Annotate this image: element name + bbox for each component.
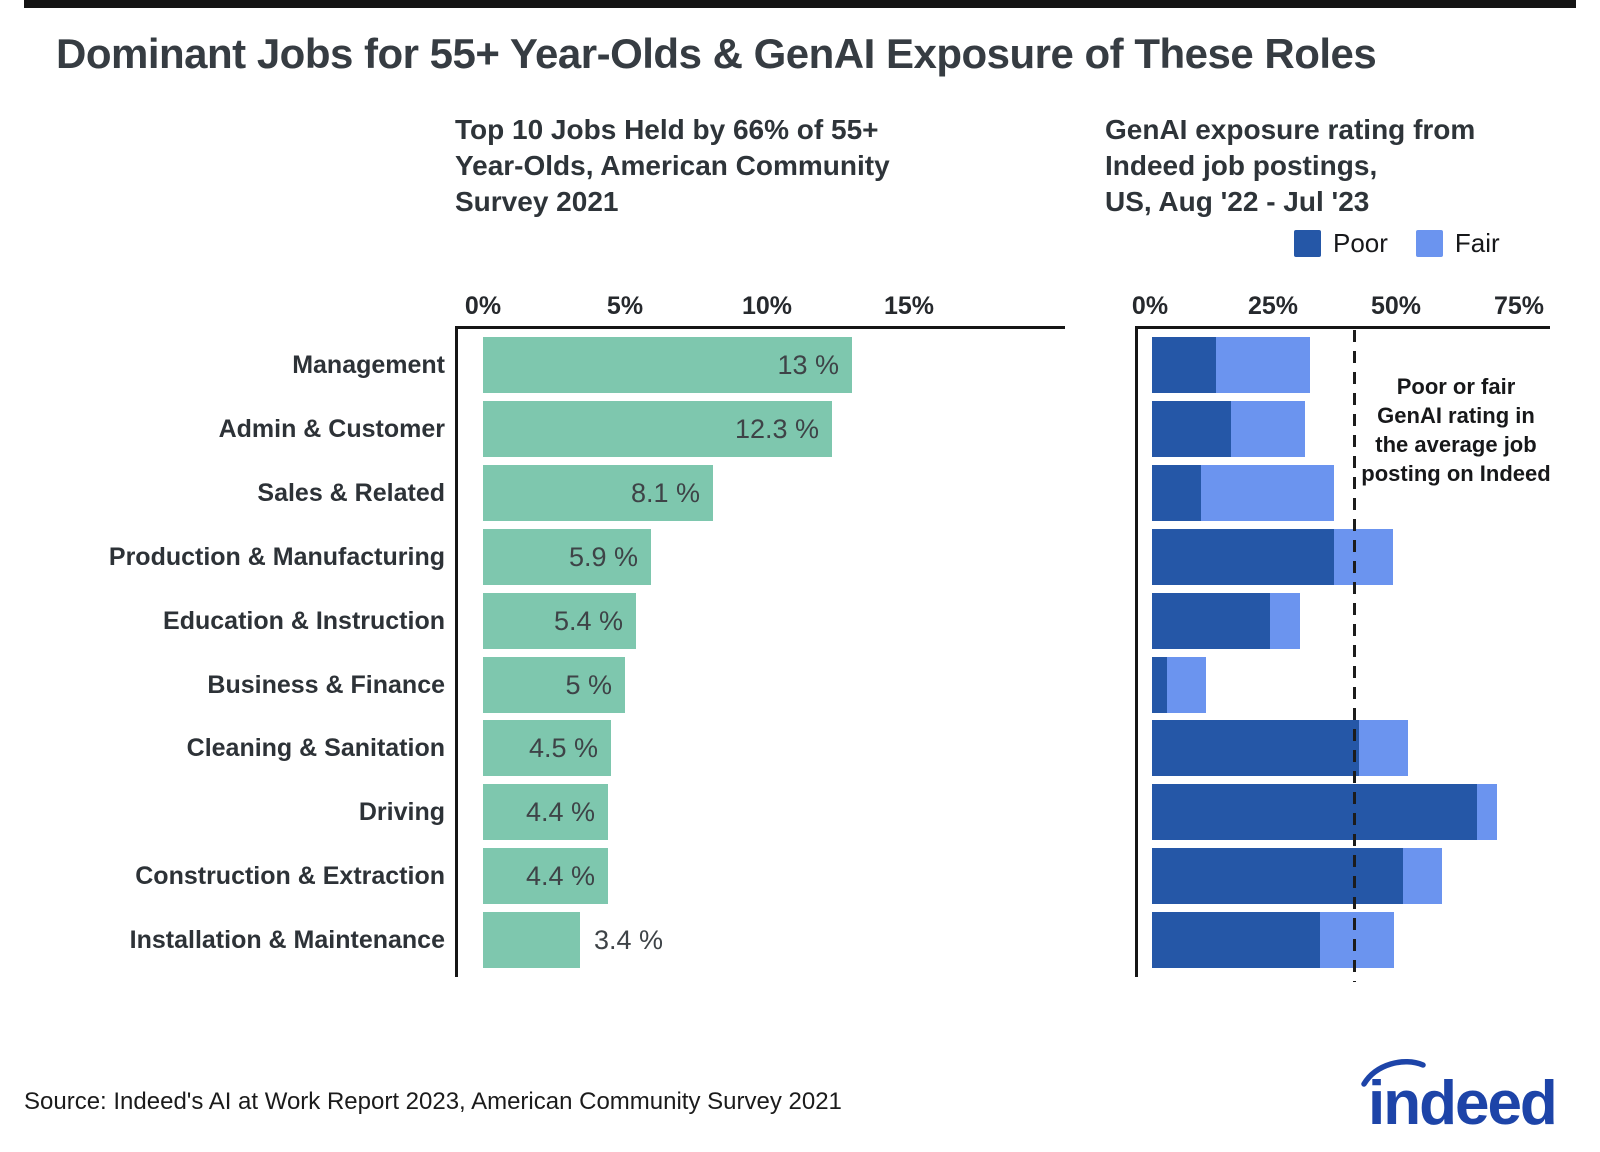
fair-segment-9 bbox=[1320, 912, 1394, 968]
left-bar-0 bbox=[483, 337, 852, 393]
poor-segment-7 bbox=[1152, 784, 1477, 840]
value-label: 4.4 % bbox=[525, 797, 595, 827]
left-bar-2 bbox=[483, 465, 713, 521]
poor-segment-0 bbox=[1152, 337, 1216, 393]
left-x-tick-label: 15% bbox=[883, 292, 935, 320]
value-label: 12.3 % bbox=[734, 414, 819, 444]
category-label: Business & Finance bbox=[207, 671, 445, 699]
fair-segment-4 bbox=[1270, 593, 1300, 649]
category-label: Driving bbox=[358, 798, 445, 826]
right-x-tick-label: 50% bbox=[1370, 292, 1422, 320]
logo-wordmark: indeed bbox=[1368, 1069, 1556, 1136]
fair-segment-7 bbox=[1477, 784, 1497, 840]
poor-segment-3 bbox=[1152, 529, 1334, 585]
left-bar-5 bbox=[483, 657, 625, 713]
source-note: Source: Indeed's AI at Work Report 2023,… bbox=[24, 1088, 842, 1115]
category-label: Construction & Extraction bbox=[135, 862, 445, 890]
page-title: Dominant Jobs for 55+ Year-Olds & GenAI … bbox=[56, 30, 1377, 77]
poor-segment-2 bbox=[1152, 465, 1201, 521]
left-x-tick-label: 0% bbox=[464, 292, 502, 320]
left-x-tick-label: 10% bbox=[741, 292, 793, 320]
fair-segment-0 bbox=[1216, 337, 1310, 393]
right-x-tick-label: 0% bbox=[1131, 292, 1169, 320]
fair-segment-6 bbox=[1359, 720, 1408, 776]
category-label: Education & Instruction bbox=[163, 607, 445, 635]
legend-swatch-poor bbox=[1294, 230, 1321, 257]
fair-segment-2 bbox=[1201, 465, 1334, 521]
poor-segment-5 bbox=[1152, 657, 1167, 713]
value-label: 8.1 % bbox=[630, 478, 700, 508]
left-bar-7 bbox=[483, 784, 608, 840]
reference-dashed-line bbox=[1353, 330, 1356, 982]
logo-swoosh-icon bbox=[1361, 1059, 1426, 1087]
fair-segment-8 bbox=[1403, 848, 1442, 904]
legend-swatch-fair bbox=[1415, 230, 1443, 257]
left-bar-3 bbox=[483, 529, 651, 585]
left-bar-6 bbox=[483, 720, 611, 776]
legend-label-fair: Fair bbox=[1454, 228, 1500, 258]
right-x-tick-label: 75% bbox=[1493, 292, 1545, 320]
right-x-tick-label: 25% bbox=[1247, 292, 1299, 320]
poor-segment-8 bbox=[1152, 848, 1403, 904]
left-bar-9 bbox=[483, 912, 580, 968]
left-bar-8 bbox=[483, 848, 608, 904]
left-chart-y-axis bbox=[455, 326, 458, 977]
category-label: Production & Manufacturing bbox=[108, 543, 445, 571]
legend: Poor Fair bbox=[1294, 228, 1500, 259]
value-label: 4.4 % bbox=[525, 861, 595, 891]
fair-segment-1 bbox=[1231, 401, 1305, 457]
value-label: 4.5 % bbox=[528, 733, 598, 763]
category-label: Installation & Maintenance bbox=[129, 926, 445, 954]
poor-segment-4 bbox=[1152, 593, 1270, 649]
value-label: 5.9 % bbox=[568, 542, 638, 572]
right-chart-x-axis bbox=[1135, 326, 1550, 329]
poor-segment-1 bbox=[1152, 401, 1231, 457]
category-label: Sales & Related bbox=[257, 479, 445, 507]
right-chart-title: GenAI exposure rating from Indeed job po… bbox=[1105, 114, 1476, 217]
value-label: 13 % bbox=[777, 350, 839, 380]
category-label: Admin & Customer bbox=[218, 415, 445, 443]
poor-segment-9 bbox=[1152, 912, 1320, 968]
fair-segment-5 bbox=[1167, 657, 1206, 713]
category-label: Cleaning & Sanitation bbox=[186, 734, 445, 762]
reference-line-annotation: Poor or fair GenAI rating in the average… bbox=[1361, 374, 1551, 486]
top-border-rule bbox=[24, 0, 1576, 8]
value-label: 5 % bbox=[565, 670, 612, 700]
left-bar-4 bbox=[483, 593, 636, 649]
legend-label-poor: Poor bbox=[1333, 228, 1388, 258]
poor-segment-6 bbox=[1152, 720, 1359, 776]
right-chart-y-axis bbox=[1135, 326, 1138, 977]
left-chart-x-axis bbox=[455, 326, 1065, 329]
value-label: 5.4 % bbox=[553, 606, 623, 636]
fair-segment-3 bbox=[1334, 529, 1393, 585]
category-label: Management bbox=[292, 351, 445, 379]
left-chart-title: Top 10 Jobs Held by 66% of 55+ Year-Olds… bbox=[455, 114, 890, 217]
indeed-logo: indeed bbox=[1361, 1059, 1558, 1136]
left-bar-1 bbox=[483, 401, 832, 457]
left-x-tick-label: 5% bbox=[606, 292, 644, 320]
value-label: 3.4 % bbox=[594, 925, 664, 955]
